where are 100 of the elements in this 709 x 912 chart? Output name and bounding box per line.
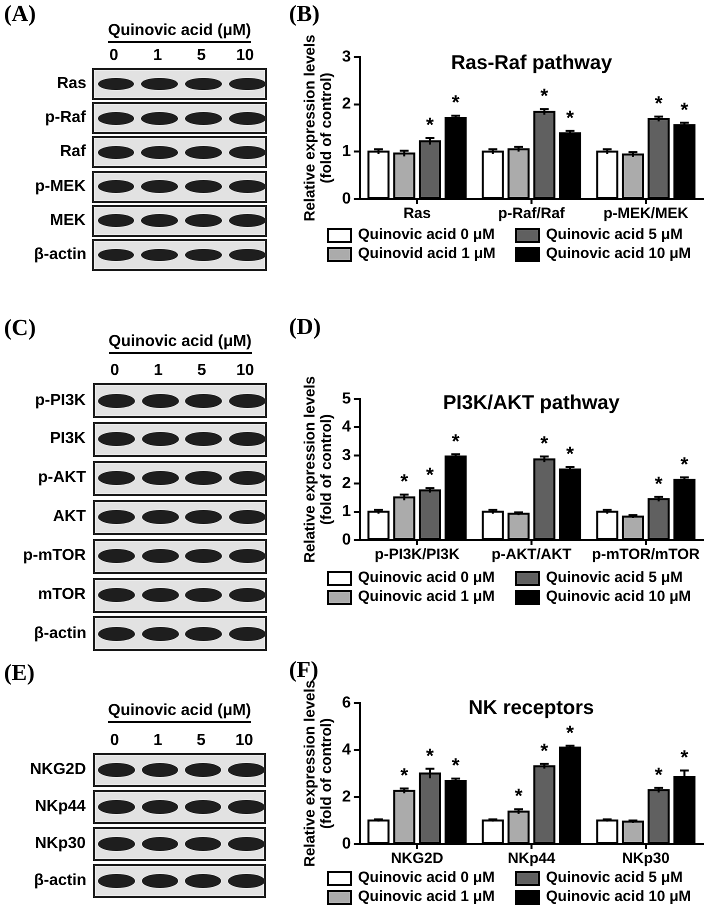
category-label: p-mTOR (23, 547, 86, 564)
y-tick-label: 2 (342, 475, 351, 492)
chart-title: NK receptors (468, 697, 594, 719)
text: (A) (4, 1, 36, 26)
data-label: * (426, 464, 434, 487)
legend-label: Quinovid acid 1 μM (358, 245, 496, 263)
y-tick-label: 2 (342, 788, 351, 806)
legend-label: Quinovic acid 1 μM (358, 888, 495, 906)
data-label: * (680, 454, 689, 476)
y-tick-label: 6 (342, 694, 351, 712)
legend-label: Quinovic acid 5 μM (546, 569, 683, 587)
x-tick-label: p-MEK/MEK (603, 205, 688, 222)
x-tick-label: p-mTOR/mTOR (592, 546, 700, 564)
data-label: * (680, 99, 689, 122)
y-tick-label: 1 (342, 143, 351, 160)
category-label: p-Raf (45, 109, 86, 126)
y-tick-label: 2 (342, 96, 351, 113)
category-label: AKT (53, 508, 86, 526)
y-tick-label: 3 (342, 446, 351, 464)
x-tick-label: NKp44 (508, 850, 556, 868)
legend-label: Quinovic acid 10 μM (546, 588, 692, 606)
category-label: 10 (236, 47, 254, 65)
x-tick-label: Ras (403, 205, 431, 222)
legend-label: Quinovic acid 5 μM (546, 869, 683, 887)
legend-label: Quinovic acid 10 μM (546, 888, 692, 906)
legend-label: Quinovic acid 0 μM (358, 569, 495, 587)
category-label: 1 (154, 362, 163, 380)
category-label: p-MEK (35, 178, 86, 195)
text: (D) (289, 314, 321, 339)
category-label: p-AKT (38, 469, 86, 486)
category-label: PI3K (50, 430, 86, 448)
text: (C) (4, 315, 36, 340)
y-tick-label: 0 (342, 531, 351, 548)
legend-label: Quinovic acid 5 μM (546, 226, 683, 244)
data-label: * (654, 473, 663, 496)
data-label: * (654, 764, 663, 786)
category-label: mTOR (38, 586, 86, 603)
category-label: Raf (60, 143, 86, 160)
text: (B) (289, 1, 320, 26)
text: (F) (289, 657, 318, 682)
x-tick-label: p-AKT/AKT (491, 546, 572, 564)
category-label: NKp44 (35, 798, 86, 815)
category-label: 0 (110, 732, 120, 750)
data-label: * (680, 746, 689, 769)
category-label: 5 (196, 47, 206, 65)
data-label: * (540, 740, 548, 762)
x-tick-label: NKG2D (390, 850, 444, 868)
data-label: * (654, 93, 663, 116)
category-label: 5 (196, 732, 206, 750)
y-axis-title: Relative expression levels (fold of control) (301, 34, 335, 222)
y-tick-label: 3 (342, 48, 351, 66)
data-label: * (566, 722, 574, 744)
category-label: 0 (109, 47, 118, 65)
y-tick-label: 0 (342, 835, 351, 852)
y-axis-title: Relative expression levels (fold of control) (301, 680, 335, 867)
category-label: 1 (153, 47, 162, 65)
data-label: * (452, 430, 460, 453)
category-label: Ras (57, 75, 86, 92)
y-tick-label: 4 (342, 418, 351, 436)
legend-label: Quinovic acid 0 μM (358, 869, 495, 887)
text: Quinovic acid (μM) (108, 22, 252, 43)
x-tick-label: p-Raf/Raf (498, 205, 566, 222)
text: Quinovic acid (μM) (108, 702, 252, 723)
category-label: p-PI3K (35, 392, 86, 408)
legend-label: Quinovic acid 10 μM (546, 245, 692, 263)
y-tick-label: 0 (342, 190, 351, 208)
category-label: 10 (236, 362, 254, 380)
data-label: * (452, 755, 460, 778)
chart-title: PI3K/AKT pathway (442, 392, 620, 414)
x-tick-label: p-PI3K/PI3K (374, 546, 460, 564)
data-label: * (400, 765, 408, 788)
data-label: * (540, 433, 548, 456)
data-label: * (514, 786, 523, 808)
y-tick-label: 5 (342, 390, 351, 408)
category-label: 0 (110, 362, 120, 380)
category-label: β-actin (34, 246, 86, 263)
y-axis-title: Relative expression levels (fold of control) (301, 376, 335, 563)
category-label: NKG2D (30, 761, 86, 778)
legend-label: Quinovic acid 0 μM (358, 226, 495, 244)
category-label: MEK (50, 212, 86, 229)
category-label: NKp30 (35, 835, 86, 852)
text: (E) (4, 660, 35, 685)
data-label: * (566, 443, 574, 466)
data-label: * (566, 107, 574, 130)
text: Quinovic acid (μM) (108, 333, 252, 354)
category-label: 1 (153, 732, 162, 750)
y-tick-label: 4 (342, 741, 351, 758)
chart-title: Ras-Raf pathway (450, 52, 612, 74)
data-label: * (400, 471, 408, 494)
data-label: * (540, 86, 548, 108)
category-label: 10 (235, 732, 254, 750)
y-tick-label: 1 (342, 503, 351, 520)
x-tick-label: NKp30 (622, 850, 670, 868)
category-label: β-actin (34, 872, 86, 889)
data-label: * (452, 92, 460, 114)
category-label: 5 (197, 362, 206, 380)
data-label: * (426, 745, 434, 768)
legend-label: Quinovic acid 1 μM (358, 588, 495, 606)
data-label: * (426, 114, 434, 136)
category-label: β-actin (34, 624, 86, 642)
